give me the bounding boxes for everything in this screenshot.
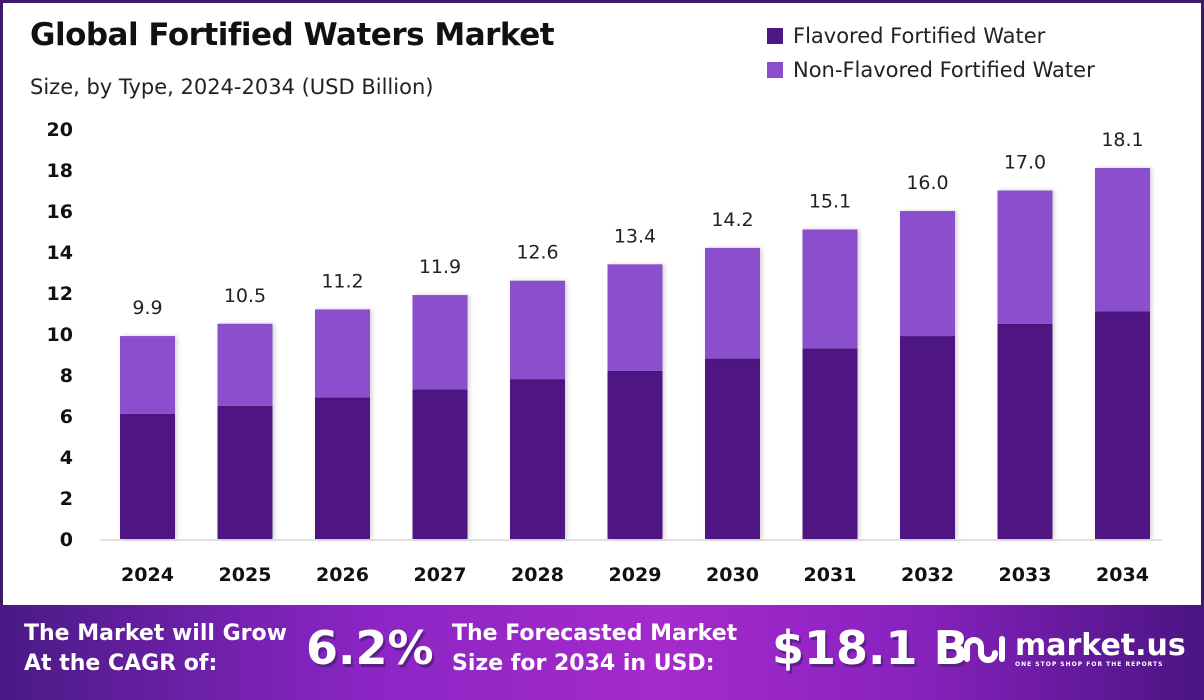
legend-swatch-flavored xyxy=(767,28,783,44)
bar-segment-flavored xyxy=(217,405,273,539)
legend-label-flavored: Flavored Fortified Water xyxy=(793,24,1046,48)
bar-total-label: 13.4 xyxy=(614,225,656,247)
legend-label-non-flavored: Non-Flavored Fortified Water xyxy=(793,58,1095,82)
bar-segment-non-flavored xyxy=(607,264,663,371)
y-tick-label: 12 xyxy=(47,283,73,305)
y-tick-label: 20 xyxy=(47,119,73,141)
bar-total-label: 18.1 xyxy=(1101,129,1143,151)
bar-segment-non-flavored xyxy=(412,295,468,390)
x-tick-label: 2025 xyxy=(219,564,272,586)
y-axis: 0 2 4 6 8 10 12 14 16 18 20 xyxy=(47,119,73,551)
forecast-label: The Forecasted Market Size for 2034 in U… xyxy=(452,619,737,679)
y-tick-label: 6 xyxy=(60,406,73,428)
y-tick-label: 18 xyxy=(47,160,73,182)
bar-segment-non-flavored xyxy=(802,229,858,349)
forecast-value: $18.1 B xyxy=(772,621,969,675)
legend: Flavored Fortified Water Non-Flavored Fo… xyxy=(767,19,1095,87)
bar-segment-flavored xyxy=(412,389,468,539)
chart-title: Global Fortified Waters Market xyxy=(30,17,555,53)
bar-segment-flavored xyxy=(705,358,760,539)
cagr-label-line1: The Market will Grow xyxy=(24,621,287,646)
bar-total-label: 11.9 xyxy=(419,256,461,278)
x-tick-label: 2026 xyxy=(316,564,369,586)
logo-mark-icon xyxy=(956,636,1005,663)
y-tick-label: 4 xyxy=(60,447,73,469)
bar-segment-flavored xyxy=(802,348,858,539)
bars: 9.9 10.5 11.2 11.9 12.6 13.4 14.2 15.1 16.0 17.0 1… xyxy=(120,129,1150,539)
bar-chart: 0 2 4 6 8 10 12 14 16 18 20 9.9 10.5 11.2 11.9 12.6 13.… xyxy=(47,119,1162,586)
legend-swatch-non-flavored xyxy=(767,62,783,78)
x-tick-label: 2028 xyxy=(511,564,564,586)
bar-total-label: 10.5 xyxy=(224,285,266,307)
bar-segment-flavored xyxy=(510,379,565,539)
y-tick-label: 0 xyxy=(60,529,73,551)
bar-segment-non-flavored xyxy=(510,280,565,380)
bar-segment-flavored xyxy=(607,370,663,539)
y-tick-label: 16 xyxy=(47,201,73,223)
bar-segment-non-flavored xyxy=(315,309,370,398)
y-tick-label: 14 xyxy=(47,242,73,264)
bar-segment-non-flavored xyxy=(217,323,273,406)
market-us-logo[interactable]: market.us ONE STOP SHOP FOR THE REPORTS xyxy=(955,629,1186,669)
x-tick-label: 2033 xyxy=(999,564,1052,586)
bar-total-label: 12.6 xyxy=(516,242,558,264)
x-axis: 2024 2025 2026 2027 2028 2029 2030 2031 2032 2033… xyxy=(121,564,1149,586)
bar-segment-flavored xyxy=(120,413,175,539)
bar-total-label: 11.2 xyxy=(321,270,363,292)
forecast-label-line1: The Forecasted Market xyxy=(452,621,738,646)
summary-banner: The Market will Grow At the CAGR of: 6.2… xyxy=(0,605,1204,700)
chart-subtitle: Size, by Type, 2024-2034 (USD Billion) xyxy=(30,75,434,99)
legend-item-flavored: Flavored Fortified Water xyxy=(767,19,1095,53)
logo-name: market.us xyxy=(1015,627,1186,663)
bar-total-label: 15.1 xyxy=(809,190,851,212)
x-tick-label: 2030 xyxy=(706,564,759,586)
logo-tagline: ONE STOP SHOP FOR THE REPORTS xyxy=(1015,660,1164,668)
bar-total-label: 9.9 xyxy=(132,297,162,319)
y-tick-label: 2 xyxy=(60,488,73,510)
bar-segment-non-flavored xyxy=(120,336,175,414)
bar-segment-non-flavored xyxy=(705,247,760,359)
x-tick-label: 2024 xyxy=(121,564,174,586)
cagr-label-line2: At the CAGR of: xyxy=(24,651,218,676)
bar-total-label: 14.2 xyxy=(711,209,753,231)
cagr-value: 6.2% xyxy=(306,621,434,675)
bar-total-label: 16.0 xyxy=(906,172,948,194)
bar-segment-non-flavored xyxy=(900,211,955,337)
bar-total-label: 17.0 xyxy=(1004,152,1046,174)
forecast-label-line2: Size for 2034 in USD: xyxy=(452,651,715,676)
bar-segment-flavored xyxy=(997,323,1053,539)
bar-segment-flavored xyxy=(1095,311,1150,539)
cagr-label: The Market will Grow At the CAGR of: xyxy=(24,619,287,679)
legend-item-non-flavored: Non-Flavored Fortified Water xyxy=(767,53,1095,87)
x-tick-label: 2031 xyxy=(804,564,857,586)
bar-segment-flavored xyxy=(315,397,370,539)
x-tick-label: 2032 xyxy=(901,564,954,586)
x-tick-label: 2027 xyxy=(414,564,467,586)
bar-segment-non-flavored xyxy=(1095,167,1150,312)
x-tick-label: 2034 xyxy=(1096,564,1149,586)
bar-segment-non-flavored xyxy=(997,190,1053,324)
y-tick-label: 8 xyxy=(60,365,73,387)
bar-segment-flavored xyxy=(900,336,955,539)
x-tick-label: 2029 xyxy=(609,564,662,586)
y-tick-label: 10 xyxy=(47,324,73,346)
